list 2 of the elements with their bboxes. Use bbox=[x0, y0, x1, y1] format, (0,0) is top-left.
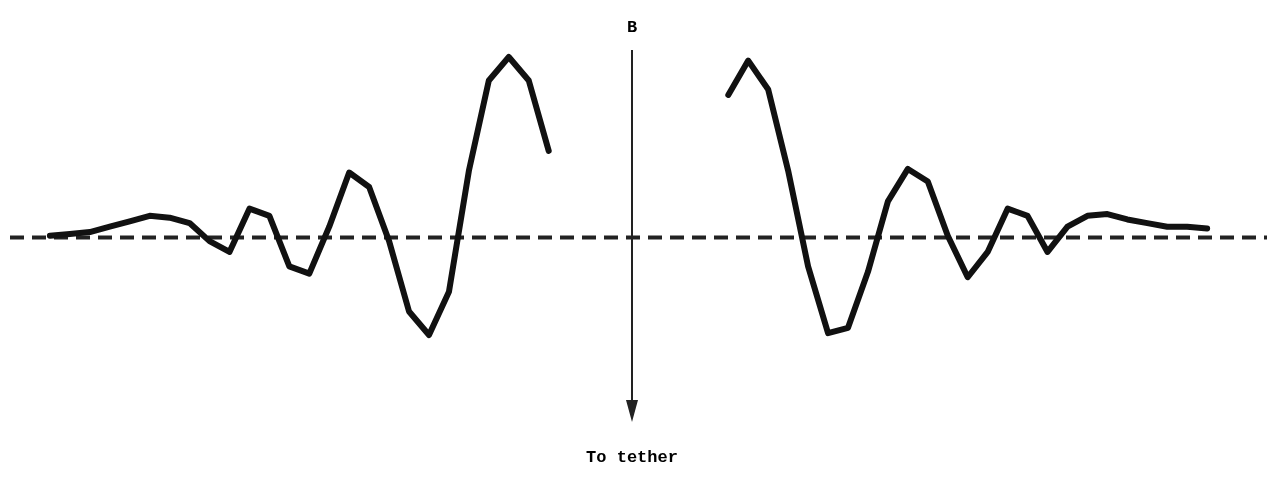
text: To tether bbox=[585, 448, 679, 467]
text: B bbox=[625, 18, 639, 37]
